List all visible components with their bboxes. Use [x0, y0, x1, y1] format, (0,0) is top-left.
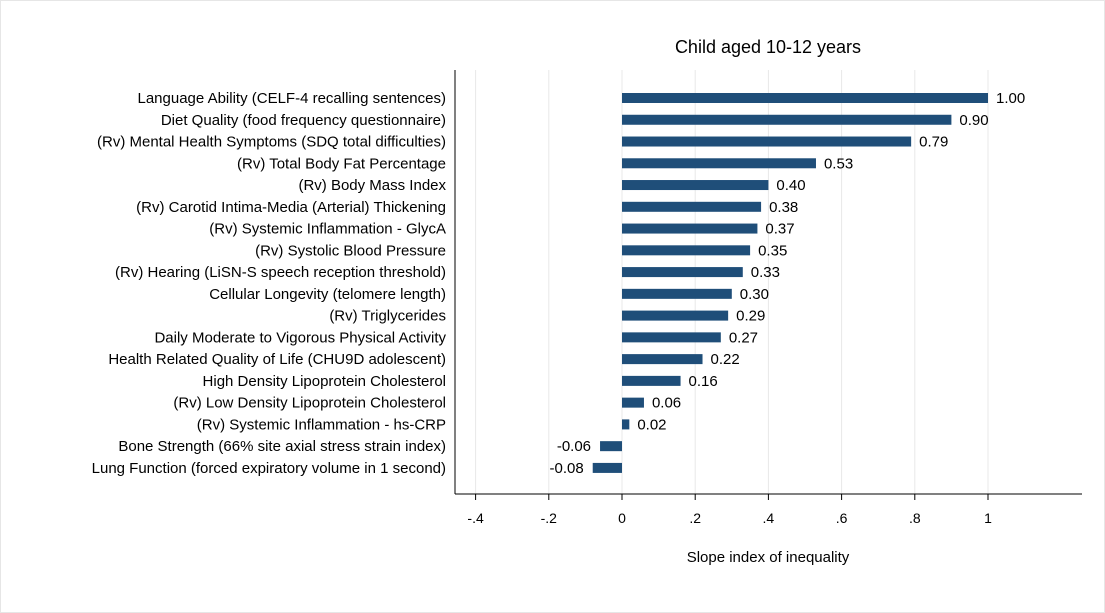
category-label: (Rv) Total Body Fat Percentage — [237, 155, 446, 172]
bar — [622, 201, 762, 212]
value-label: 0.30 — [740, 286, 769, 303]
category-label: (Rv) Hearing (LiSN-S speech reception th… — [115, 264, 446, 281]
value-label: -0.06 — [557, 438, 591, 455]
category-label: (Rv) Systolic Blood Pressure — [255, 242, 446, 259]
category-label: (Rv) Systemic Inflammation - GlycA — [209, 221, 446, 238]
bar — [592, 462, 622, 473]
category-label: Health Related Quality of Life (CHU9D ad… — [108, 351, 446, 368]
value-label: 0.53 — [824, 155, 853, 172]
category-labels-group: Language Ability (CELF-4 recalling sente… — [92, 90, 447, 477]
value-labels-group: 1.00 0.90 0.79 0.53 0.40 0.38 0.37 0.35 0.33 0.30… — [550, 90, 1026, 477]
x-axis-title: Slope index of inequality — [687, 549, 850, 566]
value-label: 0.37 — [765, 221, 794, 238]
value-label: 0.38 — [769, 199, 798, 216]
value-label: 0.35 — [758, 242, 787, 259]
bar — [622, 136, 912, 147]
category-label: Bone Strength (66% site axial stress str… — [118, 438, 446, 455]
value-label: 0.90 — [959, 112, 988, 129]
category-label: (Rv) Low Density Lipoprotein Cholesterol — [173, 395, 446, 412]
x-tick-label: .6 — [836, 510, 848, 526]
bar — [622, 93, 988, 103]
x-tick-label: 1 — [984, 510, 992, 526]
category-label: Daily Moderate to Vigorous Physical Acti… — [154, 329, 446, 346]
chart-title: Child aged 10-12 years — [675, 37, 861, 57]
category-label: (Rv) Body Mass Index — [298, 177, 446, 194]
value-label: 0.16 — [689, 373, 718, 390]
bar — [622, 267, 743, 278]
value-label: -0.08 — [550, 460, 584, 477]
bar — [622, 354, 703, 365]
value-label: 0.06 — [652, 395, 681, 412]
category-label: (Rv) Triglycerides — [329, 308, 446, 325]
x-tick-label: .2 — [689, 510, 701, 526]
category-label: (Rv) Mental Health Symptoms (SDQ total d… — [97, 134, 446, 151]
category-label: Cellular Longevity (telomere length) — [209, 286, 446, 303]
value-label: 0.22 — [711, 351, 740, 368]
x-tick-label: -.4 — [467, 510, 484, 526]
bar — [622, 375, 681, 386]
bar — [600, 441, 622, 452]
category-label: (Rv) Systemic Inflammation - hs-CRP — [197, 416, 446, 433]
value-label: 0.29 — [736, 308, 765, 325]
category-label: Language Ability (CELF-4 recalling sente… — [137, 90, 446, 107]
x-tick-label: -.2 — [541, 510, 558, 526]
value-label: 0.40 — [776, 177, 805, 194]
bars-group — [592, 93, 988, 473]
x-axis-ticks-group: -.4 -.2 0 .2 .4 .6 .8 1 — [467, 494, 992, 526]
value-label: 0.27 — [729, 329, 758, 346]
x-tick-label: 0 — [618, 510, 626, 526]
gridlines — [475, 70, 989, 494]
bar — [622, 114, 952, 125]
value-label: 0.02 — [637, 416, 666, 433]
bar — [622, 245, 751, 256]
bar — [622, 310, 729, 321]
bar — [622, 180, 769, 191]
value-label: 0.79 — [919, 134, 948, 151]
category-label: Diet Quality (food frequency questionnai… — [161, 112, 446, 129]
x-tick-label: .4 — [763, 510, 775, 526]
value-label: 0.33 — [751, 264, 780, 281]
category-label: (Rv) Carotid Intima-Media (Arterial) Thi… — [136, 199, 446, 216]
bar — [622, 158, 816, 169]
bar — [622, 223, 758, 234]
bar — [622, 397, 644, 408]
bar — [622, 419, 630, 430]
category-label: Lung Function (forced expiratory volume … — [92, 460, 446, 477]
category-label: High Density Lipoprotein Cholesterol — [203, 373, 446, 390]
bar — [622, 332, 721, 343]
x-tick-label: .8 — [909, 510, 921, 526]
value-label: 1.00 — [996, 90, 1025, 107]
bar — [622, 288, 732, 299]
